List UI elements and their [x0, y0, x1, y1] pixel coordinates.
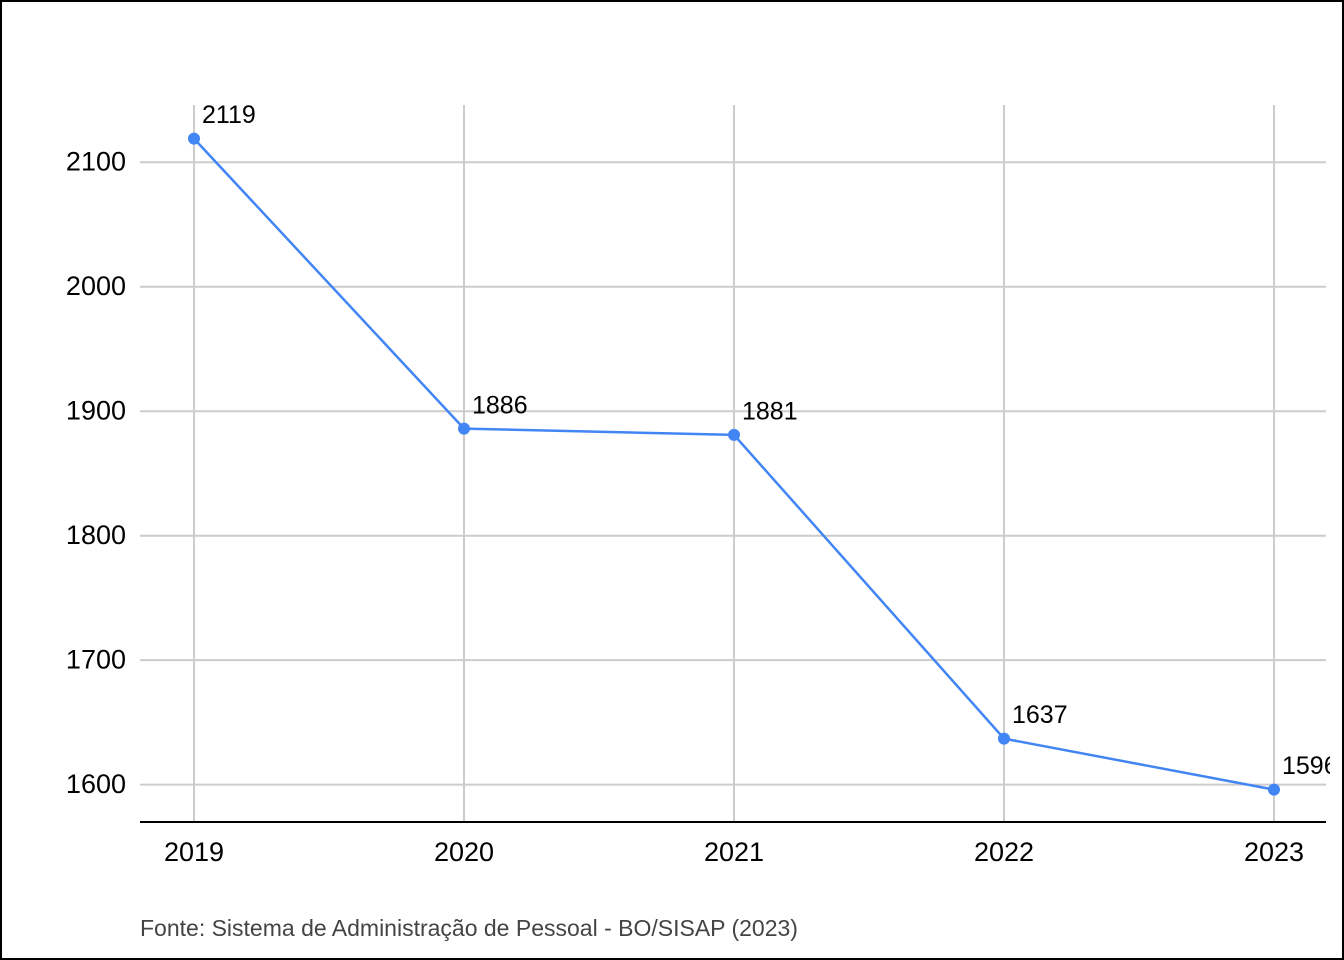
point — [188, 132, 200, 145]
point — [458, 422, 470, 435]
data-label: 1881 — [742, 397, 798, 425]
y-tick-label: 2000 — [66, 271, 126, 301]
point — [1268, 783, 1280, 796]
point — [998, 732, 1010, 745]
y-tick-label: 1700 — [66, 644, 126, 674]
data-label: 1596 — [1282, 752, 1338, 780]
y-tick-label: 1900 — [66, 395, 126, 425]
x-tick-label: 2022 — [974, 837, 1034, 867]
data-label: 1637 — [1012, 701, 1068, 729]
y-tick-label: 1600 — [66, 769, 126, 799]
x-tick-label: 2021 — [704, 837, 764, 867]
x-tick-label: 2019 — [164, 837, 224, 867]
y-tick-label: 2100 — [66, 146, 126, 176]
data-label: 2119 — [202, 101, 256, 129]
x-tick-label: 2023 — [1244, 837, 1304, 867]
y-tick-label: 1800 — [66, 520, 126, 550]
data-label: 1886 — [472, 391, 528, 419]
caption: Fonte: Sistema de Administração de Pesso… — [140, 915, 798, 941]
point — [728, 428, 740, 441]
plot: 1600 1700 1800 1900 2000 2100 2019 2020 2021 2022… — [66, 101, 1338, 867]
x-tick-label: 2020 — [434, 837, 494, 867]
